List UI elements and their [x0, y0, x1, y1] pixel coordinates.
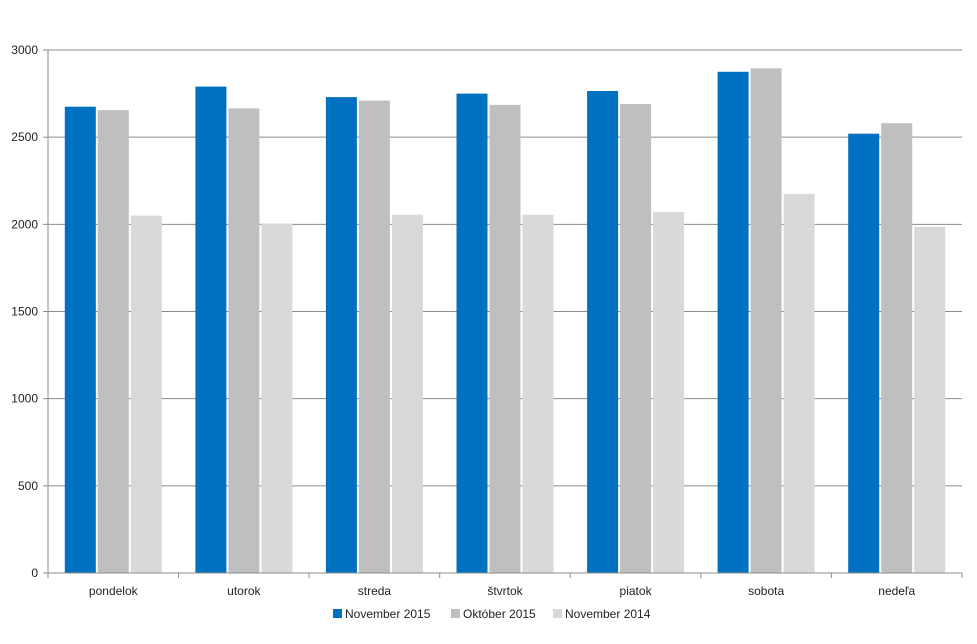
- x-tick-label: pondelok: [89, 584, 139, 598]
- y-tick-label: 3000: [11, 43, 38, 57]
- y-axis: 0 500 1000 1500 2000 2500 3000: [11, 43, 49, 580]
- x-tick-label: štvrtok: [487, 584, 523, 598]
- bar-2-7: [881, 123, 913, 573]
- bar-2-6: [750, 68, 782, 574]
- legend-label-1: November 2015: [345, 607, 431, 621]
- bar-2-2: [228, 108, 260, 574]
- bar-1-6: [717, 71, 749, 574]
- bar-3-5: [653, 212, 685, 573]
- bar-2-5: [620, 104, 652, 573]
- bar-1-2: [195, 86, 227, 573]
- bar-3-6: [783, 193, 815, 574]
- legend: November 2015 Október 2015 November 2014: [333, 607, 651, 621]
- y-tick-label: 2500: [11, 130, 38, 144]
- bar-3-3: [391, 214, 423, 573]
- bar-1-1: [64, 106, 96, 573]
- x-axis: pondelok utorok streda štvrtok piatok sobota n…: [47, 572, 963, 598]
- bar-2-3: [358, 100, 390, 573]
- bar-3-2: [261, 223, 293, 573]
- x-tick-label: utorok: [227, 584, 261, 598]
- bar-2-4: [489, 104, 521, 574]
- bars: [64, 68, 946, 574]
- bar-3-1: [130, 215, 162, 573]
- y-tick-label: 2000: [11, 217, 38, 231]
- bar-1-7: [848, 133, 880, 573]
- bar-1-3: [325, 97, 357, 573]
- x-tick-label: nedeľa: [878, 584, 915, 598]
- bar-2-1: [97, 110, 129, 573]
- x-tick-label: piatok: [620, 584, 653, 598]
- x-tick-label: streda: [358, 584, 392, 598]
- legend-label-2: Október 2015: [463, 607, 536, 621]
- bar-3-7: [914, 226, 946, 573]
- bar-1-4: [456, 93, 488, 573]
- legend-label-3: November 2014: [565, 607, 651, 621]
- x-tick-label: sobota: [748, 584, 784, 598]
- bar-1-5: [587, 91, 619, 573]
- y-tick-label: 500: [18, 479, 38, 493]
- y-tick-label: 1000: [11, 392, 38, 406]
- legend-swatch-1: [333, 609, 342, 618]
- y-tick-label: 1500: [11, 305, 38, 319]
- y-tick-label: 0: [31, 566, 38, 580]
- legend-swatch-2: [451, 609, 460, 618]
- legend-swatch-3: [553, 609, 562, 618]
- bar-3-4: [522, 214, 554, 573]
